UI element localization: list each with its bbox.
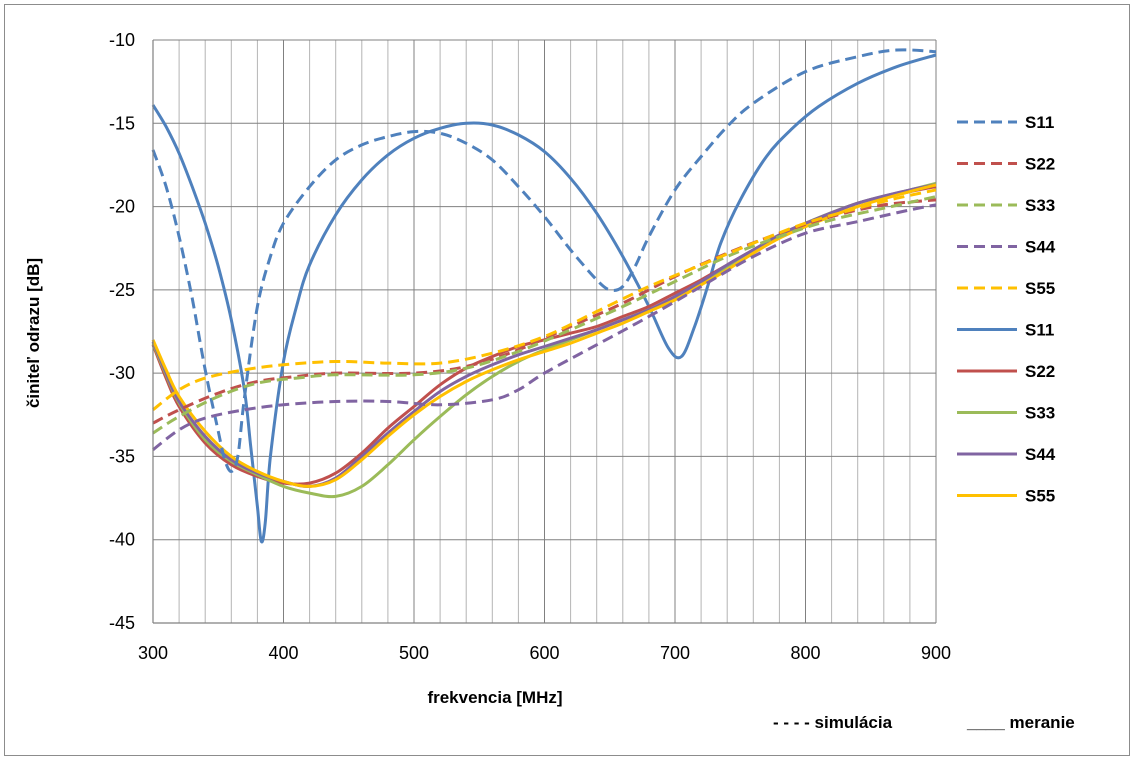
chart-frame: 300 400 500 600 700 800 900 -10 -15 -20 -25 -30 -35 -… — [4, 4, 1130, 756]
y-axis-title: činiteľ odrazu [dB] — [24, 258, 43, 408]
series-s33-simulation — [152, 195, 937, 435]
series-s11-simulation — [151, 48, 937, 473]
x-axis-title: frekvencia [MHz] — [427, 688, 562, 707]
x-tick-label: 700 — [660, 643, 690, 663]
legend-label-s44-simulation: S44 — [1025, 238, 1056, 257]
legend-label-s33-simulation: S33 — [1025, 196, 1055, 215]
legend-label-s22-measurement: S22 — [1025, 362, 1055, 381]
x-tick-label: 800 — [790, 643, 820, 663]
legend-label-s22-simulation: S22 — [1025, 155, 1055, 174]
x-tick-label: 500 — [399, 643, 429, 663]
reflection-chart: 300 400 500 600 700 800 900 -10 -15 -20 -25 -30 -35 -… — [24, 30, 1075, 732]
series-s55-simulation — [152, 188, 937, 411]
y-tick-label: -20 — [109, 197, 135, 217]
series-s11-measurement — [151, 53, 937, 544]
legend: S11 S22 S33 S44 S55 S11 S22 S33 S44 S55 — [957, 113, 1056, 506]
tick-labels: 300 400 500 600 700 800 900 -10 -15 -20 -25 -30 -35 -… — [109, 30, 951, 663]
plot-series — [151, 48, 937, 544]
axes — [152, 40, 936, 624]
legend-label-s44-measurement: S44 — [1025, 445, 1056, 464]
y-tick-label: -10 — [109, 30, 135, 50]
x-tick-label: 600 — [529, 643, 559, 663]
series-s22-simulation — [152, 198, 937, 425]
legend-label-s33-measurement: S33 — [1025, 404, 1055, 423]
legend-label-s11-simulation: S11 — [1025, 113, 1054, 132]
series-s44-measurement — [151, 183, 937, 488]
y-tick-label: -45 — [109, 613, 135, 633]
legend-label-s55-measurement: S55 — [1025, 487, 1055, 506]
gridlines — [152, 39, 937, 624]
y-tick-label: -30 — [109, 363, 135, 383]
note-simulation: - - - - simulácia — [773, 713, 893, 732]
note-measurement: ____ meranie — [966, 713, 1075, 732]
y-tick-label: -15 — [109, 113, 135, 133]
y-tick-label: -25 — [109, 280, 135, 300]
y-tick-label: -40 — [109, 530, 135, 550]
y-tick-label: -35 — [109, 446, 135, 466]
legend-label-s11-measurement: S11 — [1025, 321, 1054, 340]
series-s55-measurement — [151, 183, 937, 488]
legend-label-s55-simulation: S55 — [1025, 279, 1055, 298]
x-tick-label: 400 — [268, 643, 298, 663]
x-tick-label: 300 — [138, 643, 168, 663]
x-tick-label: 900 — [921, 643, 951, 663]
series-s44-simulation — [152, 203, 937, 451]
